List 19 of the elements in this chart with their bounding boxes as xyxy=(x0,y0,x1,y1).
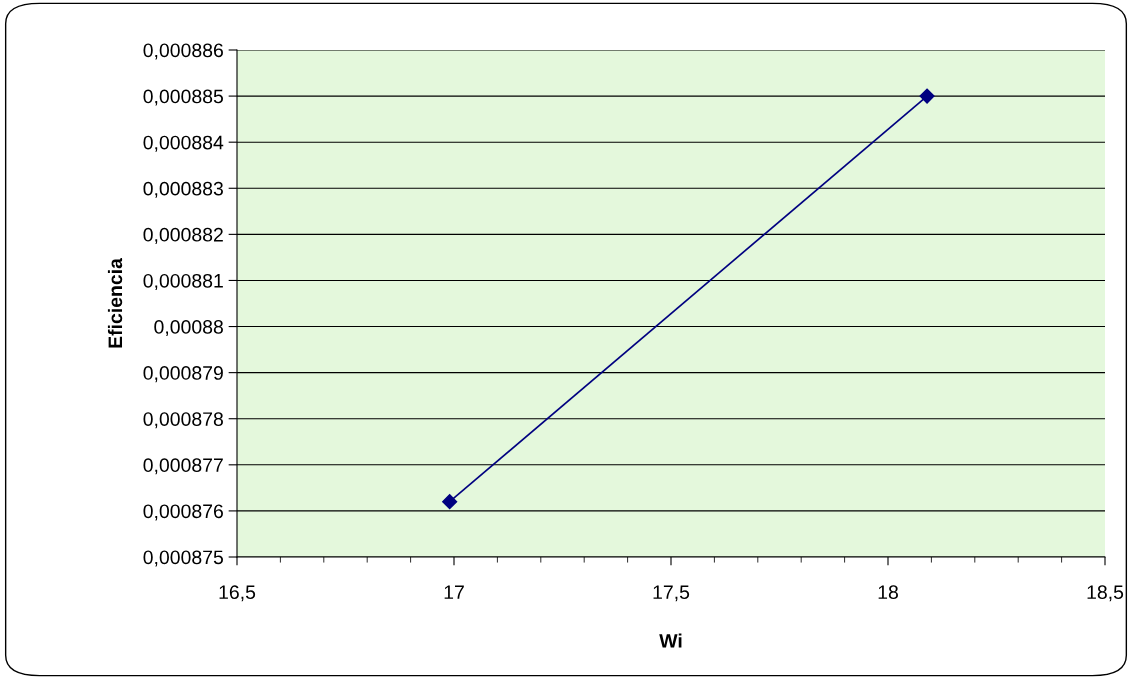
x-tick-label: 16,5 xyxy=(219,585,256,602)
x-tick-label: 18,5 xyxy=(1087,585,1124,602)
x-axis-title: Wi xyxy=(659,633,682,648)
y-tick-label: 0,000876 xyxy=(143,504,223,521)
y-tick-label: 0,00088 xyxy=(154,320,223,337)
x-tick-label: 17,5 xyxy=(653,585,690,602)
y-tick-label: 0,000879 xyxy=(143,366,223,383)
y-tick-label: 0,000878 xyxy=(143,412,223,429)
y-tick-label: 0,000886 xyxy=(143,43,223,60)
y-tick-label: 0,000883 xyxy=(143,181,223,198)
y-tick-label: 0,000885 xyxy=(143,89,223,106)
y-tick-label: 0,000881 xyxy=(143,273,223,290)
y-tick-label: 0,000875 xyxy=(143,550,223,567)
y-axis-title: Eficiencia xyxy=(107,257,123,348)
y-tick-label: 0,000877 xyxy=(143,458,223,475)
y-tick-label: 0,000884 xyxy=(143,135,224,152)
x-tick-label: 18 xyxy=(878,585,898,600)
y-tick-label: 0,000882 xyxy=(143,227,223,244)
x-tick-label: 17 xyxy=(444,585,464,599)
